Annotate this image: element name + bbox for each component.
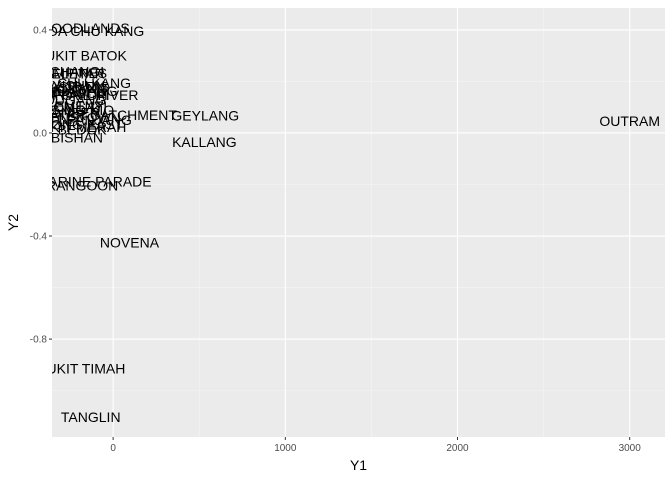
y-tick-label: -0.8 (30, 335, 48, 346)
point-label: QUEENSTOWN (19, 110, 121, 126)
y-tick-label: 0.4 (33, 25, 47, 36)
y-axis-title: Y2 (5, 214, 21, 231)
point-label: NOVENA (100, 234, 160, 250)
point-label: YISHUN (52, 77, 105, 93)
point-label: PUNGGOL (35, 85, 105, 101)
point-label: CHANGI (50, 64, 104, 80)
point-label: HOUGANG (34, 92, 106, 108)
y-tick-label: 0.0 (33, 128, 47, 139)
point-label: WESTERN WATER CATCHMENT (0, 107, 177, 123)
x-tick-label: 2000 (446, 443, 469, 454)
point-label: BUKIT PANJANG (22, 112, 132, 128)
point-label: PIONEER (37, 104, 100, 120)
point-label: LIM CHU KANG (30, 75, 131, 91)
y-axis: -0.8 -0.4 0.0 0.4 (30, 25, 52, 346)
point-label: BOON LAY (33, 99, 104, 115)
point-label: TANGLIN (61, 409, 121, 425)
point-label: SELETAR (42, 66, 105, 82)
point-label: SEMBAWANG (26, 83, 118, 99)
point-label: BUKIT TIMAH (37, 361, 125, 377)
point-label: BISHAN (51, 129, 103, 145)
point-label: TAMPINES (37, 65, 108, 81)
point-label: BUKIT MERAH (31, 119, 126, 135)
point-label: BUKIT BATOK (36, 48, 128, 64)
x-tick-label: 0 (110, 443, 116, 454)
point-label: SINGAPORE RIVER (9, 87, 139, 103)
x-tick-label: 1000 (274, 443, 297, 454)
x-axis-title: Y1 (350, 457, 367, 473)
point-label: WOODLANDS (38, 20, 130, 36)
point-label: SENGKANG (29, 81, 108, 97)
point-label: OUTRAM (599, 113, 660, 129)
point-label: ANG MO KIO (29, 102, 114, 118)
point-label: TOA PAYOH (29, 87, 108, 103)
point-label: CHOA CHU KANG (27, 23, 144, 39)
point-label: PASIR RIS (41, 79, 109, 95)
point-label: RANGOON (46, 177, 118, 193)
y-tick-label: -0.4 (30, 232, 48, 243)
minor-gridlines (52, 8, 665, 437)
point-label: JURONG EAST (24, 117, 124, 133)
plot-panel (52, 8, 665, 437)
point-label: GEYLANG (171, 108, 239, 124)
point-label: BEDOK (58, 122, 108, 138)
major-gridlines (52, 8, 665, 437)
point-label: MARINE PARADE (37, 173, 152, 189)
point-label: CLEMENTI (36, 98, 107, 114)
x-tick-label: 3000 (619, 443, 642, 454)
x-axis: 0 1000 2000 3000 (110, 437, 641, 454)
point-label: KALLANG (172, 134, 237, 150)
